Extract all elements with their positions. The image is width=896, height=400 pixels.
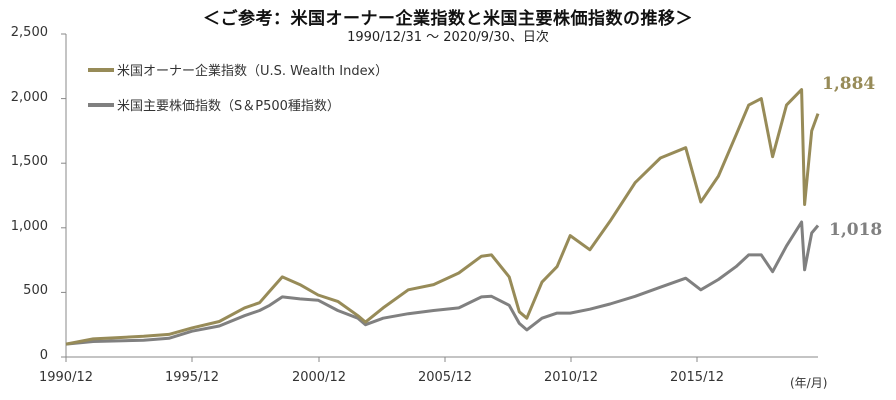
x-axis-unit: (年/月) <box>790 376 828 390</box>
y-tick-0: 0 <box>39 348 48 363</box>
legend-label-owner: 米国オーナー企業指数（U.S. Wealth Index） <box>117 64 389 79</box>
x-tick-2015-12: 2015/12 <box>669 370 724 385</box>
owner-index-line <box>65 88 820 346</box>
legend-label-sp500: 米国主要株価指数（S＆P500種指数） <box>117 99 340 114</box>
sp500-end-value: 1,018 <box>829 220 883 240</box>
x-tick-2010-12: 2010/12 <box>543 370 598 385</box>
y-tick-2000: 2,000 <box>10 90 48 105</box>
owner-end-value: 1,884 <box>822 74 876 94</box>
y-tick-1000: 1,000 <box>10 219 48 234</box>
chart-title: ＜ご参考：米国オーナー企業指数と米国主要株価指数の推移＞ <box>203 9 693 29</box>
legend-item-owner-index: 米国オーナー企業指数（U.S. Wealth Index） <box>88 60 388 79</box>
axes <box>61 33 818 362</box>
legend-item-sp500: 米国主要株価指数（S＆P500種指数） <box>88 95 340 114</box>
y-tick-1500: 1,500 <box>10 154 48 169</box>
y-tick-2500: 2,500 <box>10 25 48 40</box>
x-tick-2000-12: 2000/12 <box>291 370 346 385</box>
legend-swatch-owner <box>88 67 114 72</box>
sp500-line <box>65 220 820 346</box>
x-tick-1995-12: 1995/12 <box>164 370 219 385</box>
chart-subtitle: 1990/12/31 ～ 2020/9/30、日次 <box>347 30 549 45</box>
x-tick-1990-12: 1990/12 <box>38 370 93 385</box>
legend-swatch-sp500 <box>88 102 114 107</box>
x-tick-2005-12: 2005/12 <box>417 370 472 385</box>
y-tick-500: 500 <box>23 283 48 298</box>
